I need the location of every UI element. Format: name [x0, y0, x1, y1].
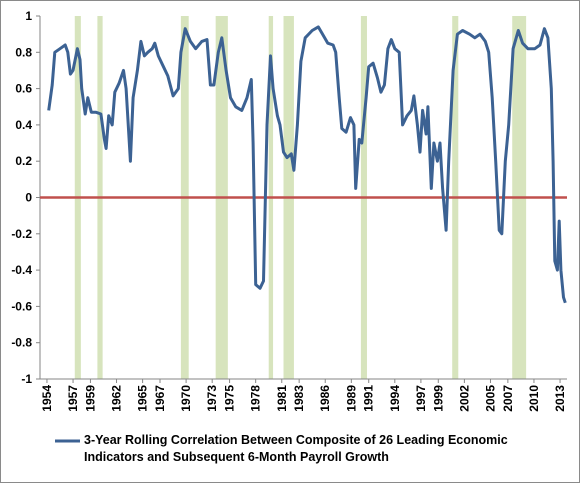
x-tick-label: 1962 — [110, 385, 124, 412]
x-tick-label: 2005 — [483, 385, 497, 412]
y-tick-label: 0 — [25, 191, 32, 205]
x-tick-label: 1981 — [275, 385, 289, 412]
x-tick-label: 1983 — [292, 385, 306, 412]
x-tick-label: 1978 — [249, 385, 263, 412]
y-tick-label: 0.4 — [15, 118, 32, 132]
x-tick-label: 1954 — [40, 385, 54, 412]
x-tick-label: 1970 — [179, 385, 193, 412]
y-tick-label: 0.2 — [15, 154, 32, 168]
plot-area: 1 0.8 0.6 0.4 0.2 0 -0.2 -0.4 -0.6 -0.8 -1 1954 1957… — [11, 9, 567, 412]
y-tick-label: -0.6 — [11, 299, 32, 313]
x-tick-label: 2002 — [457, 385, 471, 412]
y-tick-label: -1 — [21, 372, 32, 386]
y-tick-label: 0.8 — [15, 45, 32, 59]
y-tick-label: -0.8 — [11, 336, 32, 350]
x-tick-label: 1959 — [83, 385, 97, 412]
x-tick-label: 1994 — [388, 385, 402, 412]
x-tick-label: 1967 — [153, 385, 167, 412]
x-tick-label: 1999 — [431, 385, 445, 412]
x-tick-label: 2010 — [527, 385, 541, 412]
x-tick-label: 2013 — [553, 385, 567, 412]
x-tick-label: 1957 — [66, 385, 80, 412]
legend-text: 3-Year Rolling Correlation Between Compo… — [84, 433, 508, 464]
x-tick-label: 2007 — [501, 385, 515, 412]
data-line — [47, 25, 567, 304]
x-tick-label: 1973 — [205, 385, 219, 412]
y-tick-label: -0.2 — [11, 227, 32, 241]
x-tick-label: 1965 — [136, 385, 150, 412]
x-tick-label: 1997 — [414, 385, 428, 412]
y-tick-label: 1 — [25, 9, 32, 23]
x-tick-label: 1991 — [362, 385, 376, 412]
x-tick-label: 1986 — [318, 385, 332, 412]
y-tick-label: 0.6 — [15, 82, 32, 96]
x-tick-label: 1989 — [344, 385, 358, 412]
y-tick-label: -0.4 — [11, 263, 32, 277]
x-tick-label: 1975 — [223, 385, 237, 412]
